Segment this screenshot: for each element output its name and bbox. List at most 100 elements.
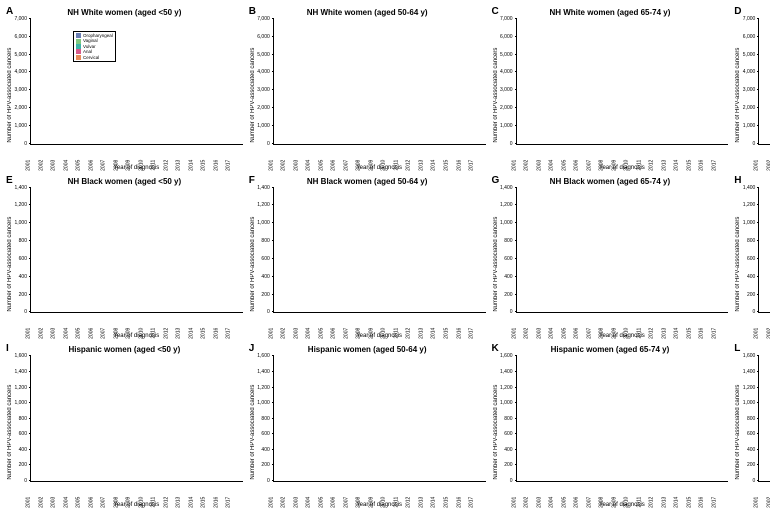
- y-tick: 2,000: [743, 105, 756, 111]
- y-tick: 600: [504, 256, 512, 262]
- panel-letter: A: [6, 6, 13, 17]
- y-tick: 200: [261, 462, 269, 468]
- legend-label: Cervical: [83, 55, 99, 60]
- y-tick: 400: [504, 274, 512, 280]
- plot-area: 02004006008001,0001,2001,400: [758, 188, 770, 314]
- panel-B: BNH White women (aged 50-64 y)Number of …: [249, 6, 486, 171]
- y-tick: 3,000: [743, 87, 756, 93]
- y-tick: 800: [261, 416, 269, 422]
- y-tick: 1,000: [257, 220, 270, 226]
- panel-K: KHispanic women (aged 65-74 y)Number of …: [492, 343, 729, 508]
- panel-title: Hispanic women (aged 50-64 y): [249, 345, 486, 354]
- y-tick: 0: [24, 309, 27, 315]
- panel-title: NH White women (aged 65-74 y): [492, 8, 729, 17]
- x-tick: 2017: [711, 497, 733, 510]
- panel-letter: L: [734, 343, 740, 354]
- y-tick: 6,000: [14, 34, 27, 40]
- y-tick: 1,200: [14, 385, 27, 391]
- chart-grid: ANH White women (aged <50 y)Number of HP…: [6, 6, 764, 508]
- y-tick: 200: [504, 292, 512, 298]
- y-tick: 1,600: [500, 353, 513, 359]
- y-tick: 200: [19, 462, 27, 468]
- y-tick: 1,400: [14, 369, 27, 375]
- x-tick: 2017: [226, 497, 248, 510]
- y-tick: 1,000: [257, 123, 270, 129]
- y-tick: 1,000: [500, 123, 513, 129]
- y-tick: 1,200: [743, 385, 756, 391]
- y-tick: 600: [19, 431, 27, 437]
- plot-area: 01,0002,0003,0004,0005,0006,0007,000Orop…: [30, 19, 243, 145]
- y-tick: 400: [747, 274, 755, 280]
- y-tick: 1,000: [743, 220, 756, 226]
- y-tick: 6,000: [743, 34, 756, 40]
- plot-area: 02004006008001,0001,2001,4001,600: [273, 356, 486, 482]
- y-tick: 1,400: [500, 185, 513, 191]
- y-tick: 200: [261, 292, 269, 298]
- panel-title: NH White women (aged <50 y): [6, 8, 243, 17]
- panel-title: NH White women (aged 50-64 y): [249, 8, 486, 17]
- y-tick: 800: [261, 238, 269, 244]
- y-tick: 1,200: [257, 385, 270, 391]
- y-tick: 1,400: [743, 185, 756, 191]
- x-tick: 2002: [766, 159, 770, 172]
- y-tick: 1,000: [14, 123, 27, 129]
- panel-H: HNH Black women (aged ≥75 y)Number of HP…: [734, 175, 770, 340]
- y-tick: 200: [504, 462, 512, 468]
- panel-title: Hispanic women (aged 65-74 y): [492, 345, 729, 354]
- y-tick: 400: [504, 447, 512, 453]
- panel-letter: D: [734, 6, 741, 17]
- panel-title: NH Black women (aged 65-74 y): [492, 177, 729, 186]
- x-tick: 2017: [711, 328, 733, 341]
- y-tick: 1,400: [743, 369, 756, 375]
- y-tick: 0: [24, 478, 27, 484]
- y-tick: 5,000: [500, 52, 513, 58]
- panel-letter: H: [734, 175, 741, 186]
- y-tick: 1,000: [743, 123, 756, 129]
- panel-C: CNH White women (aged 65-74 y)Number of …: [492, 6, 729, 171]
- y-tick: 0: [510, 478, 513, 484]
- y-tick: 600: [261, 431, 269, 437]
- plot-area: 02004006008001,0001,2001,4001,600: [758, 356, 770, 482]
- y-tick: 200: [747, 462, 755, 468]
- plot-area: 02004006008001,0001,2001,4001,600: [516, 356, 729, 482]
- y-tick: 0: [753, 309, 756, 315]
- x-tick: 2017: [711, 159, 733, 172]
- panel-title: NH Black women (aged 50-64 y): [249, 177, 486, 186]
- plot-area: 02004006008001,0001,2001,400: [273, 188, 486, 314]
- y-tick: 3,000: [14, 87, 27, 93]
- y-tick: 7,000: [500, 16, 513, 22]
- y-tick: 200: [19, 292, 27, 298]
- panel-J: JHispanic women (aged 50-64 y)Number of …: [249, 343, 486, 508]
- y-tick: 600: [504, 431, 512, 437]
- y-tick: 1,000: [257, 400, 270, 406]
- y-tick: 2,000: [257, 105, 270, 111]
- y-tick: 7,000: [257, 16, 270, 22]
- y-tick: 1,600: [257, 353, 270, 359]
- y-tick: 0: [510, 309, 513, 315]
- y-tick: 1,000: [500, 400, 513, 406]
- x-tick: 2017: [468, 159, 490, 172]
- panel-A: ANH White women (aged <50 y)Number of HP…: [6, 6, 243, 171]
- y-tick: 800: [19, 238, 27, 244]
- plot-area: 02004006008001,0001,2001,400: [30, 188, 243, 314]
- plot-area: 02004006008001,0001,2001,4001,600: [30, 356, 243, 482]
- y-tick: 0: [267, 141, 270, 147]
- y-tick: 400: [747, 447, 755, 453]
- y-tick: 800: [19, 416, 27, 422]
- x-tick: 2017: [226, 328, 248, 341]
- legend: OropharyngealVaginalVulvarAnalCervical: [73, 31, 116, 62]
- y-tick: 600: [261, 256, 269, 262]
- y-tick: 0: [24, 141, 27, 147]
- y-tick: 200: [747, 292, 755, 298]
- y-tick: 1,400: [14, 185, 27, 191]
- x-tick: 2002: [766, 328, 770, 341]
- y-tick: 1,200: [500, 202, 513, 208]
- y-tick: 1,000: [14, 400, 27, 406]
- panel-letter: E: [6, 175, 13, 186]
- y-tick: 1,200: [14, 202, 27, 208]
- y-tick: 6,000: [257, 34, 270, 40]
- y-tick: 4,000: [14, 69, 27, 75]
- x-tick: 2017: [468, 328, 490, 341]
- y-tick: 7,000: [14, 16, 27, 22]
- y-tick: 400: [261, 274, 269, 280]
